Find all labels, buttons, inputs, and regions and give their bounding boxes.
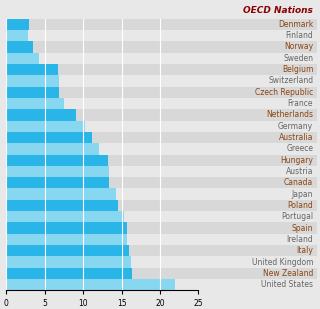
Bar (6, 19, 29, 30)
Bar (6, 41, 33, 53)
Text: OECD Nations: OECD Nations (244, 6, 313, 15)
Bar (6, 268, 132, 279)
Bar (6, 87, 59, 98)
Bar (6, 177, 108, 188)
Bar (198, 200, 317, 211)
Bar (6, 98, 198, 109)
Text: Ireland: Ireland (286, 235, 313, 244)
Bar (6, 53, 198, 64)
Text: Austria: Austria (286, 167, 313, 176)
Bar (6, 268, 198, 279)
Bar (198, 64, 317, 75)
Bar (6, 64, 58, 75)
Text: Portugal: Portugal (281, 212, 313, 221)
Bar (6, 109, 76, 121)
Bar (198, 75, 317, 87)
Bar (6, 256, 198, 268)
Bar (6, 211, 124, 222)
Bar (6, 143, 198, 154)
Bar (198, 166, 317, 177)
Bar (6, 75, 59, 87)
Bar (198, 177, 317, 188)
Bar (6, 143, 99, 154)
Text: Italy: Italy (296, 246, 313, 255)
Bar (6, 132, 92, 143)
Bar (198, 188, 317, 200)
Bar (198, 245, 317, 256)
Bar (198, 121, 317, 132)
Text: France: France (288, 99, 313, 108)
Bar (198, 143, 317, 154)
Bar (198, 132, 317, 143)
Bar (198, 53, 317, 64)
Text: Netherlands: Netherlands (266, 110, 313, 119)
Bar (6, 234, 198, 245)
Bar (198, 268, 317, 279)
Bar (6, 30, 28, 41)
Bar (6, 154, 108, 166)
Bar (6, 234, 127, 245)
Text: Finland: Finland (285, 31, 313, 40)
Bar (6, 41, 198, 53)
Text: Czech Republic: Czech Republic (255, 88, 313, 97)
Bar (6, 188, 116, 200)
Bar (6, 98, 64, 109)
Bar (198, 87, 317, 98)
Bar (6, 245, 129, 256)
Text: Australia: Australia (279, 133, 313, 142)
Bar (198, 19, 317, 30)
Bar (6, 121, 198, 132)
Bar (6, 121, 85, 132)
Text: United States: United States (261, 280, 313, 289)
Bar (6, 109, 198, 121)
Bar (6, 188, 198, 200)
Bar (198, 279, 317, 290)
Text: Norway: Norway (284, 42, 313, 51)
Text: Switzerland: Switzerland (268, 76, 313, 85)
Bar (6, 154, 198, 166)
Bar (198, 256, 317, 268)
Bar (6, 256, 131, 268)
Bar (6, 177, 198, 188)
Bar (198, 41, 317, 53)
Bar (6, 200, 118, 211)
Bar (6, 211, 198, 222)
Bar (6, 222, 127, 234)
Bar (6, 87, 198, 98)
Bar (6, 19, 198, 30)
Bar (198, 154, 317, 166)
Bar (6, 53, 39, 64)
Text: Sweden: Sweden (283, 54, 313, 63)
Bar (198, 109, 317, 121)
Text: Canada: Canada (284, 178, 313, 187)
Bar (6, 132, 198, 143)
Text: Hungary: Hungary (280, 156, 313, 165)
Bar (6, 245, 198, 256)
Bar (6, 166, 198, 177)
Text: Germany: Germany (278, 122, 313, 131)
Text: Greece: Greece (286, 144, 313, 153)
Bar (6, 200, 198, 211)
Bar (198, 30, 317, 41)
Bar (6, 166, 108, 177)
Bar (6, 64, 198, 75)
Bar (198, 234, 317, 245)
Text: Denmark: Denmark (278, 20, 313, 29)
Bar (198, 211, 317, 222)
Bar (6, 279, 175, 290)
Text: United Kingdom: United Kingdom (252, 258, 313, 267)
Text: New Zealand: New Zealand (263, 269, 313, 278)
Bar (198, 98, 317, 109)
Text: Japan: Japan (292, 190, 313, 199)
Bar (6, 222, 198, 234)
Bar (198, 222, 317, 234)
Bar (6, 75, 198, 87)
Text: Belgium: Belgium (282, 65, 313, 74)
Text: Spain: Spain (292, 224, 313, 233)
Text: Poland: Poland (287, 201, 313, 210)
Bar (6, 30, 198, 41)
Bar (6, 279, 198, 290)
